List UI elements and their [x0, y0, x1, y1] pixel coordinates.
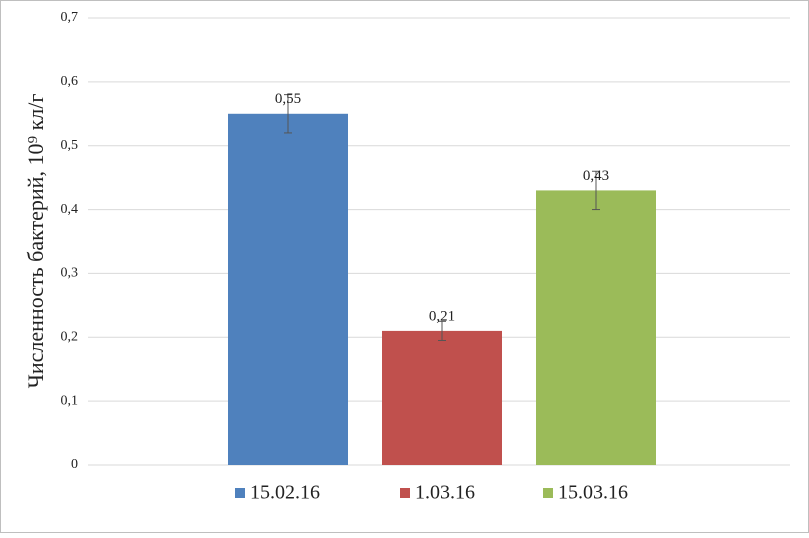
y-tick-label: 0: [71, 457, 78, 472]
legend-swatch: [400, 488, 410, 498]
bar: [228, 113, 348, 466]
data-label: 0,21: [429, 308, 455, 324]
legend-label: 15.03.16: [558, 482, 628, 504]
legend-label: 15.02.16: [250, 482, 320, 504]
y-tick-label: 0,3: [61, 266, 79, 281]
y-tick-label: 0,1: [61, 393, 79, 408]
legend-swatch: [543, 488, 553, 498]
y-tick-label: 0,6: [61, 74, 79, 89]
data-label: 0,55: [275, 91, 301, 107]
legend-swatch: [235, 488, 245, 498]
y-tick-label: 0,7: [61, 10, 79, 25]
y-tick-label: 0,2: [61, 330, 79, 345]
data-label: 0,43: [583, 168, 609, 184]
y-tick-label: 0,5: [61, 138, 79, 153]
bar: [382, 330, 502, 465]
y-tick-label: 0,4: [61, 202, 79, 217]
y-axis-label: Численность бактерий, 10⁹ кл/г: [23, 94, 48, 389]
legend-label: 1.03.16: [415, 482, 475, 504]
bar: [536, 190, 656, 465]
